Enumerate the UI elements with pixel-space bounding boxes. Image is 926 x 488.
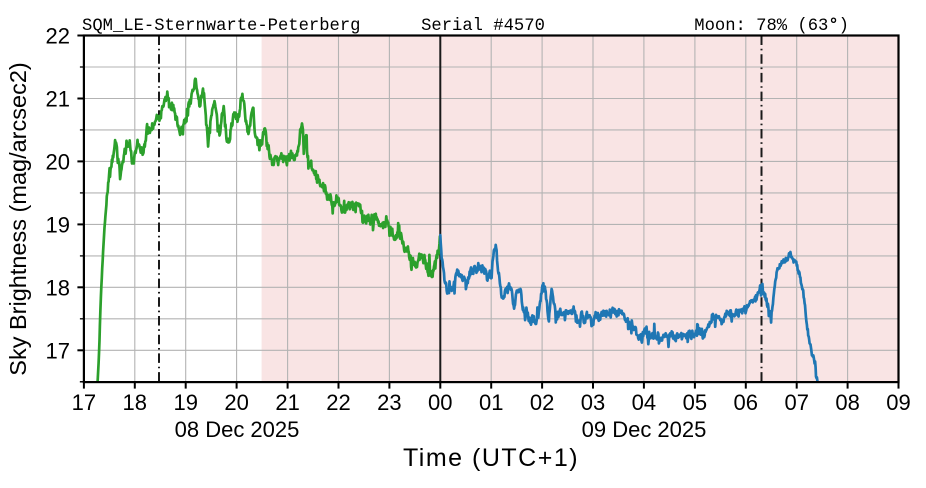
svg-text:18: 18 [123,390,147,415]
svg-text:18: 18 [46,275,70,300]
svg-text:09: 09 [886,390,910,415]
svg-text:06: 06 [734,390,758,415]
svg-text:Sky Brightness (mag/arcsec2): Sky Brightness (mag/arcsec2) [5,62,31,375]
svg-text:04: 04 [632,390,656,415]
svg-text:19: 19 [173,390,197,415]
svg-text:17: 17 [46,338,70,363]
svg-text:21: 21 [46,87,70,112]
svg-text:22: 22 [326,390,350,415]
svg-text:Moon: 78% (63°): Moon: 78% (63°) [694,17,849,36]
svg-text:05: 05 [683,390,707,415]
svg-text:23: 23 [377,390,401,415]
svg-text:22: 22 [46,24,70,49]
svg-text:09 Dec 2025: 09 Dec 2025 [582,417,707,442]
svg-text:01: 01 [479,390,503,415]
svg-text:21: 21 [275,390,299,415]
svg-text:08: 08 [835,390,859,415]
svg-text:08 Dec 2025: 08 Dec 2025 [175,417,300,442]
svg-text:SQM_LE-Sternwarte-Peterberg: SQM_LE-Sternwarte-Peterberg [82,17,360,36]
svg-text:02: 02 [530,390,554,415]
svg-text:17: 17 [72,390,96,415]
svg-text:20: 20 [46,149,70,174]
svg-text:Serial #4570: Serial #4570 [421,17,545,36]
svg-text:00: 00 [428,390,452,415]
svg-text:Time (UTC+1): Time (UTC+1) [403,444,579,472]
svg-text:19: 19 [46,212,70,237]
svg-text:07: 07 [784,390,808,415]
svg-text:20: 20 [224,390,248,415]
svg-text:03: 03 [581,390,605,415]
